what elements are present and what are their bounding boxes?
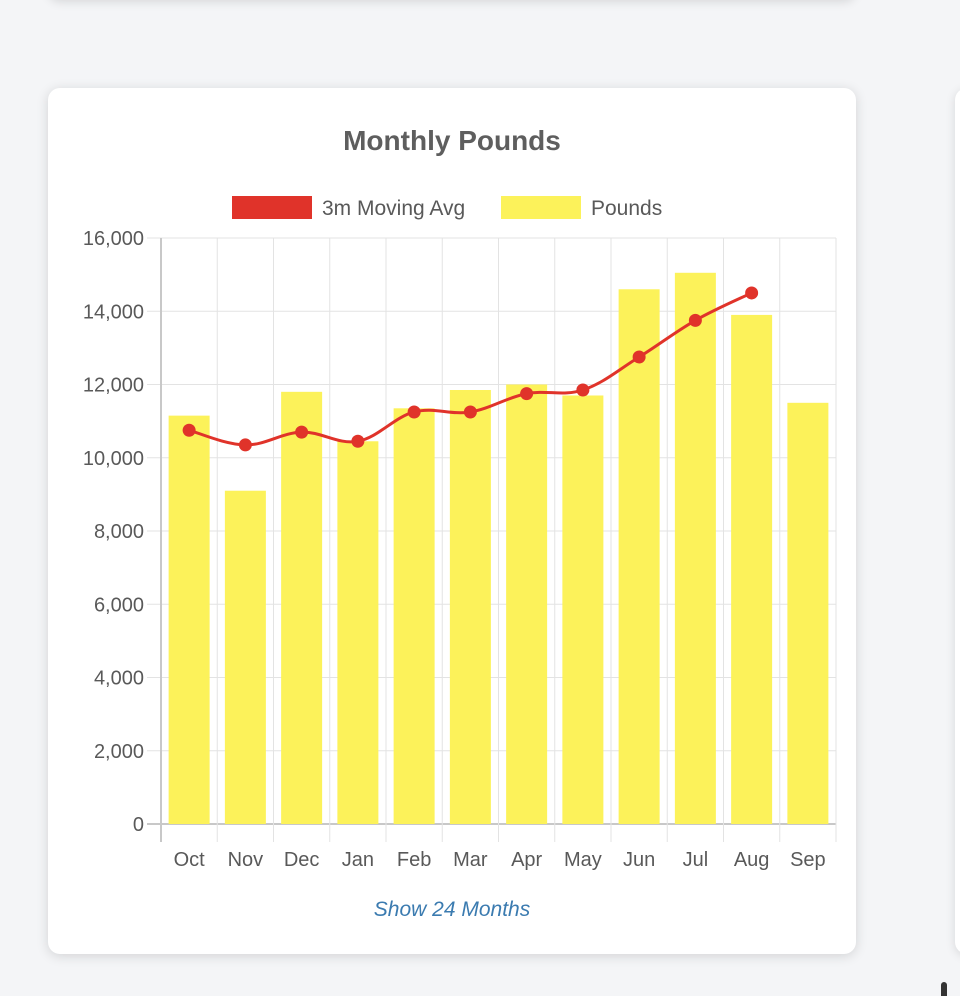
pounds-bars	[168, 272, 829, 825]
y-tick-label: 4,000	[94, 668, 144, 690]
bar-pounds-oct[interactable]	[168, 415, 210, 824]
y-tick-label: 8,000	[94, 521, 144, 543]
x-tick-label: Sep	[790, 849, 826, 871]
x-tick-label: Jun	[623, 849, 655, 871]
bar-pounds-jul[interactable]	[674, 272, 716, 824]
moving-avg-point-mar[interactable]	[463, 405, 477, 419]
bar-pounds-jan[interactable]	[337, 441, 379, 824]
bar-pounds-jun[interactable]	[618, 289, 660, 824]
legend-label-moving-avg[interactable]: 3m Moving Avg	[322, 197, 465, 220]
bar-pounds-dec[interactable]	[281, 391, 323, 824]
y-tick-label: 10,000	[83, 448, 144, 470]
moving-avg-point-nov[interactable]	[238, 438, 252, 452]
bar-pounds-mar[interactable]	[449, 389, 491, 824]
y-tick-label: 0	[133, 814, 144, 836]
moving-avg-point-dec[interactable]	[295, 425, 309, 439]
bar-pounds-nov[interactable]	[224, 490, 266, 824]
moving-avg-point-jul[interactable]	[688, 313, 702, 327]
moving-avg-point-aug[interactable]	[745, 286, 759, 300]
y-tick-label: 12,000	[83, 375, 144, 397]
moving-avg-point-apr[interactable]	[520, 387, 534, 401]
moving-avg-line	[182, 286, 759, 452]
grid-lines	[147, 237, 837, 842]
x-tick-label: Jan	[342, 849, 374, 871]
x-tick-label: Apr	[511, 849, 542, 871]
monthly-pounds-card: Monthly Pounds 3m Moving Avg Pounds 0 2,0…	[48, 88, 856, 954]
moving-avg-point-oct[interactable]	[182, 423, 196, 437]
x-tick-label: Jul	[683, 849, 709, 871]
bar-pounds-feb[interactable]	[393, 408, 435, 824]
x-tick-label: May	[564, 849, 602, 871]
x-axis: Oct Nov Dec Jan Feb Mar Apr May Jun Jul Aug Sep	[174, 849, 826, 871]
legend-swatch-pounds[interactable]	[501, 196, 581, 219]
y-tick-label: 6,000	[94, 594, 144, 616]
x-tick-label: Oct	[174, 849, 206, 871]
x-tick-label: Aug	[734, 849, 770, 871]
x-tick-label: Nov	[228, 849, 264, 871]
chart-legend[interactable]: 3m Moving Avg Pounds	[232, 196, 662, 220]
x-tick-label: Dec	[284, 849, 320, 871]
moving-avg-point-may[interactable]	[576, 383, 590, 397]
moving-avg-point-jun[interactable]	[632, 350, 646, 364]
moving-avg-point-feb[interactable]	[407, 405, 421, 419]
bar-pounds-may[interactable]	[562, 395, 604, 824]
legend-label-pounds[interactable]: Pounds	[591, 197, 662, 220]
y-axis: 0 2,000 4,000 6,000 8,000 10,000 12,000 14,000 1…	[83, 228, 144, 836]
y-tick-label: 16,000	[83, 228, 144, 250]
monthly-pounds-chart: Monthly Pounds 3m Moving Avg Pounds 0 2,0…	[83, 125, 837, 871]
show-24-months-link[interactable]: Show 24 Months	[373, 898, 531, 921]
bar-pounds-apr[interactable]	[506, 384, 548, 825]
scroll-indicator	[941, 982, 947, 996]
x-tick-label: Feb	[397, 849, 431, 871]
legend-swatch-moving-avg[interactable]	[232, 196, 312, 219]
next-card	[955, 88, 960, 954]
y-tick-label: 2,000	[94, 741, 144, 763]
x-tick-label: Mar	[453, 849, 488, 871]
y-tick-label: 14,000	[83, 301, 144, 323]
moving-avg-point-jan[interactable]	[351, 434, 365, 448]
bar-pounds-aug[interactable]	[731, 314, 773, 824]
bar-pounds-sep[interactable]	[787, 402, 829, 824]
chart-title: Monthly Pounds	[343, 125, 561, 156]
